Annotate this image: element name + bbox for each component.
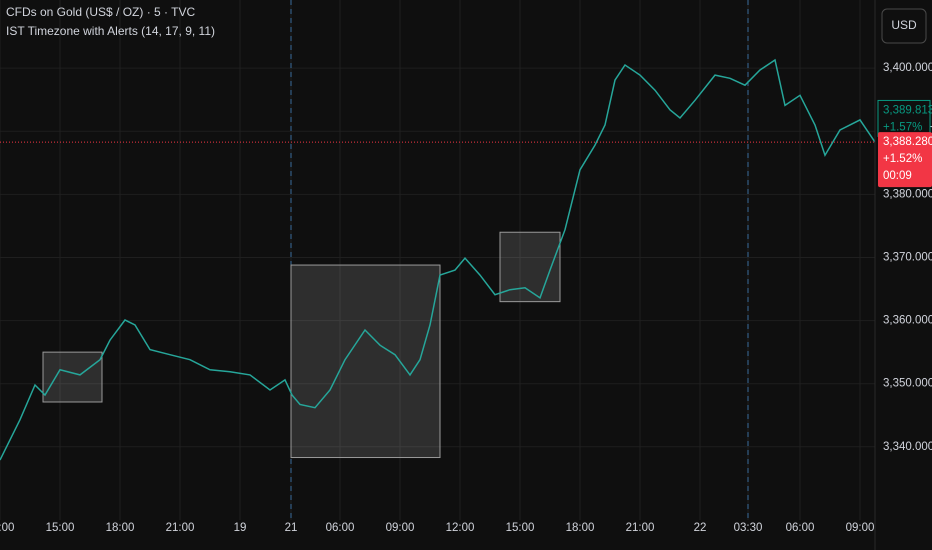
chart-title: CFDs on Gold (US$ / OZ) · 5 · TVC <box>6 5 195 19</box>
x-tick-label: 21 <box>285 522 298 534</box>
countdown-label: 00:09 <box>883 170 912 182</box>
x-tick-label: 19 <box>234 522 247 534</box>
x-tick-label: 12:00 <box>446 522 475 534</box>
session-box <box>42 351 103 403</box>
plot-area: 3,340.000 3,350.000 3,360.000 3,370.000 3,38… <box>0 0 932 534</box>
y-tick-label: 3,400.000 <box>883 62 932 74</box>
reference-change-label: +1.57% <box>883 121 922 133</box>
x-tick-label: 09:00 <box>846 522 875 534</box>
x-tick-label: 21:00 <box>166 522 195 534</box>
y-tick-label: 3,350.000 <box>883 378 932 390</box>
x-tick-label: 03:30 <box>734 522 763 534</box>
x-tick-label: 18:00 <box>566 522 595 534</box>
indicator-title: IST Timezone with Alerts (14, 17, 9, 11) <box>6 24 215 38</box>
x-tick-label: 06:00 <box>326 522 355 534</box>
reference-price-label: 3,389.813 <box>883 104 932 116</box>
x-tick-label: 21:00 <box>626 522 655 534</box>
x-tick-label: 15:00 <box>506 522 535 534</box>
last-price-box <box>878 132 932 188</box>
currency-button[interactable] <box>881 8 927 44</box>
y-tick-label: 3,340.000 <box>883 441 932 453</box>
x-tick-label: 22 <box>694 522 707 534</box>
x-tick-label: 15:00 <box>46 522 75 534</box>
currency-label[interactable]: USD <box>891 18 917 32</box>
reference-price-box <box>877 99 931 137</box>
y-tick-label: 3,370.000 <box>883 252 932 264</box>
price-line <box>0 58 876 461</box>
session-box <box>290 264 441 459</box>
last-change-label: +1.52% <box>883 153 922 165</box>
last-price-label: 3,388.280 <box>883 136 932 148</box>
y-tick-label: 3,380.000 <box>883 188 932 200</box>
x-tick-label: 18:00 <box>106 522 135 534</box>
x-tick-label: 12:00 <box>0 522 14 534</box>
x-tick-label: 06:00 <box>786 522 815 534</box>
y-tick-label: 3,360.000 <box>883 315 932 327</box>
x-tick-label: 09:00 <box>386 522 415 534</box>
